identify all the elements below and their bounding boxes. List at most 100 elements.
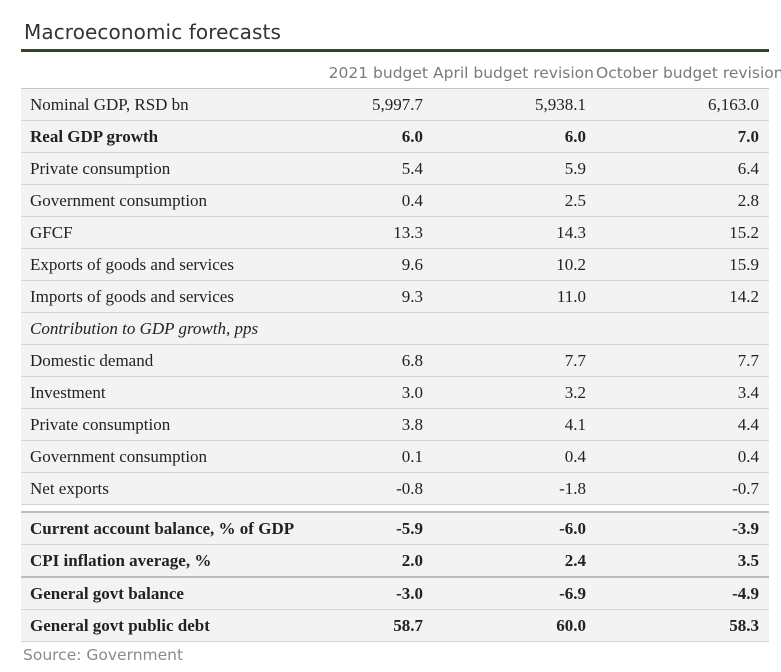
row-value: 4.4: [596, 408, 769, 441]
row-value: 4.1: [433, 408, 596, 441]
row-label: GFCF: [21, 216, 304, 249]
column-header-label: [21, 57, 304, 89]
row-value: [304, 504, 433, 513]
row-label: Exports of goods and services: [21, 248, 304, 281]
row-value: 5.9: [433, 152, 596, 185]
row-label: Real GDP growth: [21, 120, 304, 153]
row-label: Investment: [21, 376, 304, 409]
table-row: General govt balance -3.0 -6.9 -4.9: [21, 577, 769, 610]
row-value: 6.8: [304, 344, 433, 377]
row-value: 5.4: [304, 152, 433, 185]
page-title: Macroeconomic forecasts: [24, 20, 281, 44]
row-value: 3.0: [304, 376, 433, 409]
row-label: Contribution to GDP growth, pps: [21, 312, 304, 345]
row-value: -5.9: [304, 512, 433, 545]
row-value: 15.9: [596, 248, 769, 281]
row-value: 13.3: [304, 216, 433, 249]
row-value: [433, 504, 596, 513]
row-value: [596, 504, 769, 513]
row-value: 14.2: [596, 280, 769, 313]
row-value: 6.4: [596, 152, 769, 185]
table-spacer-row: [21, 504, 769, 513]
table-row: Investment 3.0 3.2 3.4: [21, 376, 769, 409]
row-value: 0.4: [433, 440, 596, 473]
table-row: Imports of goods and services 9.3 11.0 14.2: [21, 280, 769, 313]
source-note: Source: Government: [23, 646, 184, 664]
table-row: Nominal GDP, RSD bn 5,997.7 5,938.1 6,163.0: [21, 88, 769, 121]
table-row: GFCF 13.3 14.3 15.2: [21, 216, 769, 249]
row-value: 9.3: [304, 280, 433, 313]
row-value: [304, 312, 433, 345]
row-value: 3.4: [596, 376, 769, 409]
row-label: Nominal GDP, RSD bn: [21, 88, 304, 121]
table-header-row: 2021 budget April budget revision Octobe…: [21, 57, 781, 89]
table-body: Nominal GDP, RSD bn 5,997.7 5,938.1 6,163.0…: [21, 88, 769, 642]
table-row: Private consumption 3.8 4.1 4.4: [21, 408, 769, 441]
row-value: 5,997.7: [304, 88, 433, 121]
table-row: Contribution to GDP growth, pps: [21, 312, 769, 345]
row-value: 7.7: [433, 344, 596, 377]
row-value: -3.9: [596, 512, 769, 545]
row-label: Private consumption: [21, 152, 304, 185]
row-value: 9.6: [304, 248, 433, 281]
row-value: -0.7: [596, 472, 769, 505]
row-label: Government consumption: [21, 184, 304, 217]
table-row: General govt public debt 58.7 60.0 58.3: [21, 609, 769, 642]
column-header-2021-budget: 2021 budget: [304, 57, 433, 89]
row-value: 7.0: [596, 120, 769, 153]
row-value: [433, 312, 596, 345]
row-value: 0.4: [596, 440, 769, 473]
row-label: [21, 504, 304, 513]
table-row: Domestic demand 6.8 7.7 7.7: [21, 344, 769, 377]
row-value: 3.5: [596, 544, 769, 578]
row-value: 2.5: [433, 184, 596, 217]
table-row: Exports of goods and services 9.6 10.2 15.9: [21, 248, 769, 281]
row-value: -0.8: [304, 472, 433, 505]
row-label: General govt balance: [21, 577, 304, 610]
row-value: 15.2: [596, 216, 769, 249]
row-value: 2.0: [304, 544, 433, 578]
row-value: 6,163.0: [596, 88, 769, 121]
row-label: Domestic demand: [21, 344, 304, 377]
row-value: 5,938.1: [433, 88, 596, 121]
table-row: Current account balance, % of GDP -5.9 -6.…: [21, 512, 769, 545]
row-value: 3.8: [304, 408, 433, 441]
row-value: -6.9: [433, 577, 596, 610]
row-value: -3.0: [304, 577, 433, 610]
row-value: 2.4: [433, 544, 596, 578]
row-value: 7.7: [596, 344, 769, 377]
table-row: Government consumption 0.4 2.5 2.8: [21, 184, 769, 217]
row-value: 14.3: [433, 216, 596, 249]
forecast-table: 2021 budget April budget revision Octobe…: [21, 57, 781, 642]
row-value: 0.1: [304, 440, 433, 473]
row-label: Government consumption: [21, 440, 304, 473]
title-divider: [21, 49, 769, 52]
row-value: 6.0: [304, 120, 433, 153]
row-label: Current account balance, % of GDP: [21, 512, 304, 545]
table-row: CPI inflation average, % 2.0 2.4 3.5: [21, 544, 769, 578]
row-value: [596, 312, 769, 345]
row-value: 2.8: [596, 184, 769, 217]
row-label: Imports of goods and services: [21, 280, 304, 313]
table-row: Net exports -0.8 -1.8 -0.7: [21, 472, 769, 505]
column-header-october-revision: October budget revision: [596, 57, 781, 89]
row-value: -6.0: [433, 512, 596, 545]
table-row: Real GDP growth 6.0 6.0 7.0: [21, 120, 769, 153]
row-label: Net exports: [21, 472, 304, 505]
row-value: 58.3: [596, 609, 769, 642]
row-value: -1.8: [433, 472, 596, 505]
row-label: CPI inflation average, %: [21, 544, 304, 578]
row-value: 10.2: [433, 248, 596, 281]
row-value: 58.7: [304, 609, 433, 642]
row-value: 3.2: [433, 376, 596, 409]
row-value: 11.0: [433, 280, 596, 313]
row-value: -4.9: [596, 577, 769, 610]
column-header-april-revision: April budget revision: [433, 57, 596, 89]
row-label: General govt public debt: [21, 609, 304, 642]
table-row: Private consumption 5.4 5.9 6.4: [21, 152, 769, 185]
row-value: 6.0: [433, 120, 596, 153]
row-value: 60.0: [433, 609, 596, 642]
row-value: 0.4: [304, 184, 433, 217]
table-row: Government consumption 0.1 0.4 0.4: [21, 440, 769, 473]
row-label: Private consumption: [21, 408, 304, 441]
